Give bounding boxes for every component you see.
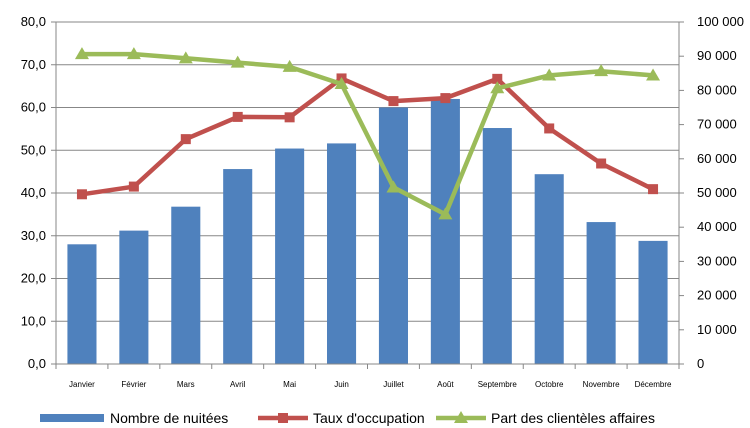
point-marker <box>76 189 87 200</box>
point-marker <box>284 112 295 123</box>
point-marker <box>230 55 245 68</box>
bar <box>223 169 253 364</box>
right-axis-ticks: 0 10 000 20 000 30 000 40 000 50 000 60 000 70 … <box>697 14 744 371</box>
point-marker <box>596 158 607 169</box>
bar <box>482 128 512 364</box>
point-marker <box>74 47 89 60</box>
left-tick-label: 80,0 <box>21 14 46 29</box>
point-marker <box>232 111 243 122</box>
point-marker <box>594 64 609 77</box>
bar <box>586 222 616 364</box>
line-series <box>74 47 661 220</box>
category-label: Avril <box>230 380 246 389</box>
point-marker <box>386 180 401 193</box>
left-tick-label: 70,0 <box>21 57 46 72</box>
bar <box>119 230 149 364</box>
category-label: Août <box>437 380 454 389</box>
right-tick-label: 70 000 <box>697 117 737 132</box>
bar <box>430 98 460 364</box>
category-label: Septembre <box>478 380 518 389</box>
point-marker <box>282 59 297 72</box>
series-line <box>82 51 654 217</box>
category-labels: Janvier Février Mars Avril Mai Juin Juillet Aoû… <box>69 380 672 389</box>
left-tick-label: 50,0 <box>21 142 46 157</box>
bar <box>275 148 305 364</box>
category-label: Novembre <box>583 380 620 389</box>
right-tick-label: 10 000 <box>697 322 737 337</box>
bar <box>171 206 201 364</box>
right-tick-label: 60 000 <box>697 151 737 166</box>
point-marker <box>542 68 557 81</box>
category-label: Juillet <box>383 380 404 389</box>
left-tick-label: 40,0 <box>21 185 46 200</box>
right-tick-label: 80 000 <box>697 82 737 97</box>
category-label: Mars <box>177 380 195 389</box>
legend-swatch <box>40 414 104 422</box>
right-tick-label: 50 000 <box>697 185 737 200</box>
point-marker <box>126 47 141 60</box>
point-marker <box>128 181 139 192</box>
legend-marker <box>454 411 468 423</box>
bar <box>638 240 668 364</box>
right-tick-label: 40 000 <box>697 219 737 234</box>
legend-label: Taux d'occupation <box>313 410 425 426</box>
series-line <box>81 76 654 197</box>
axes <box>51 21 684 369</box>
right-tick-label: 100 000 <box>697 14 744 29</box>
point-marker <box>646 68 661 81</box>
legend-label: Nombre de nuitées <box>110 410 228 426</box>
bar <box>67 244 97 364</box>
legend: Nombre de nuitées Taux d'occupation Part d… <box>40 410 655 426</box>
left-tick-label: 30,0 <box>21 228 46 243</box>
bar <box>327 143 357 364</box>
right-tick-label: 0 <box>697 356 704 371</box>
right-tick-label: 90 000 <box>697 48 737 63</box>
category-label: Octobre <box>535 380 564 389</box>
bar-series <box>67 98 668 364</box>
left-tick-label: 20,0 <box>21 271 46 286</box>
legend-label: Part des clientèles affaires <box>491 410 655 426</box>
category-label: Mai <box>283 380 296 389</box>
category-label: Janvier <box>69 380 95 389</box>
left-tick-label: 60,0 <box>21 100 46 115</box>
point-marker <box>544 123 555 134</box>
point-marker <box>438 207 453 220</box>
point-marker <box>490 81 505 94</box>
point-marker <box>648 184 659 195</box>
point-marker <box>388 96 399 107</box>
left-tick-label: 10,0 <box>21 313 46 328</box>
left-tick-label: 0,0 <box>28 356 46 371</box>
right-tick-label: 20 000 <box>697 288 737 303</box>
point-marker <box>178 51 193 64</box>
point-marker <box>180 134 191 145</box>
legend-marker <box>278 413 288 423</box>
right-tick-label: 30 000 <box>697 253 737 268</box>
category-label: Février <box>121 380 146 389</box>
bar <box>378 107 408 364</box>
category-label: Juin <box>334 380 349 389</box>
point-marker <box>334 76 349 89</box>
point-marker <box>440 93 451 104</box>
left-axis-ticks: 0,0 10,0 20,0 30,0 40,0 50,0 60,0 70,0 80,0 <box>21 14 46 371</box>
category-label: Décembre <box>635 380 672 389</box>
bar <box>534 174 564 364</box>
gridlines <box>56 21 679 322</box>
point-marker <box>492 73 503 84</box>
